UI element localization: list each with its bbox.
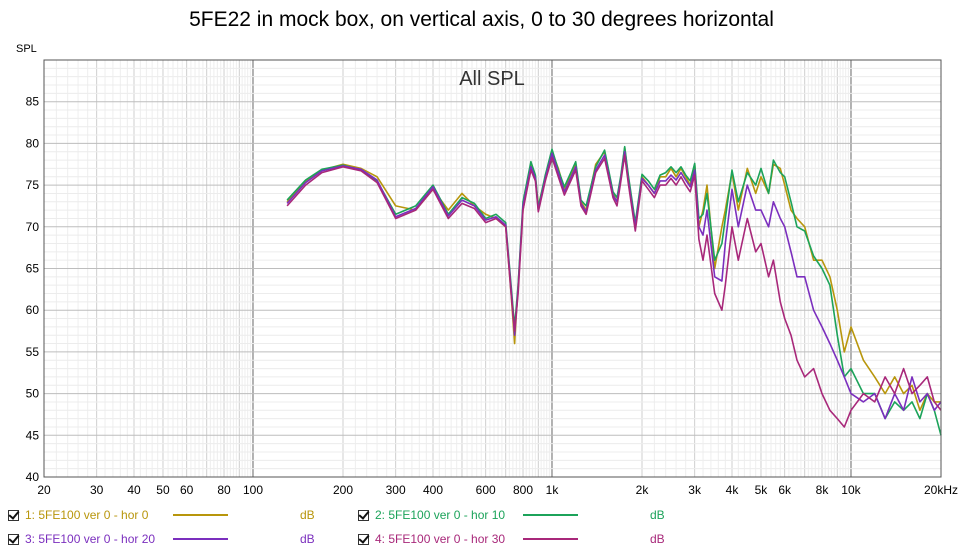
x-tick-label: 6k — [778, 483, 792, 497]
x-tick-label: 20 — [37, 483, 51, 497]
legend-swatch — [523, 538, 578, 540]
series-line-4 — [286, 154, 942, 428]
x-tick-label: 50 — [156, 483, 170, 497]
x-tick-label: 2k — [636, 483, 650, 497]
legend-label: 2: 5FE100 ver 0 - hor 10 — [375, 508, 506, 522]
legend-item-2: 2: 5FE100 ver 0 - hor 10 dB — [358, 506, 680, 524]
x-tick-label: 300 — [386, 483, 406, 497]
x-tick-label: 60 — [180, 483, 194, 497]
legend-unit: dB — [650, 532, 665, 546]
y-tick-label: 85 — [26, 95, 40, 109]
legend-unit: dB — [650, 508, 665, 522]
legend-label: 1: 5FE100 ver 0 - hor 0 — [25, 508, 149, 522]
y-tick-label: 75 — [26, 178, 40, 192]
x-tick-label: 600 — [476, 483, 496, 497]
series-lines — [286, 145, 942, 436]
x-tick-label: 200 — [333, 483, 353, 497]
legend-checkbox-icon[interactable] — [358, 509, 369, 521]
x-tick-label: 80 — [217, 483, 231, 497]
legend-checkbox-icon[interactable] — [8, 509, 19, 521]
legend-checkbox-icon[interactable] — [358, 533, 369, 545]
legend-item-4: 4: 5FE100 ver 0 - hor 30 dB — [358, 530, 680, 548]
x-tick-label: 10k — [841, 483, 861, 497]
legend-unit: dB — [300, 532, 315, 546]
legend-checkbox-icon[interactable] — [8, 533, 19, 545]
legend-item-3: 3: 5FE100 ver 0 - hor 20 dB — [8, 530, 330, 548]
series-line-3 — [286, 150, 942, 420]
x-tick-label: 1k — [546, 483, 560, 497]
series-line-2 — [286, 145, 942, 436]
x-tick-label: 5k — [755, 483, 769, 497]
x-tick-label: 20kHz — [924, 483, 958, 497]
grid-lines — [43, 59, 942, 478]
tick-labels: 20 30 40 50 60 80 100 200 300 400 600 800 1k 2k 3k 4k 5k… — [26, 95, 958, 497]
legend-label: 3: 5FE100 ver 0 - hor 20 — [25, 532, 156, 546]
y-tick-label: 60 — [26, 303, 40, 317]
chart-title: 5FE22 in mock box, on vertical axis, 0 t… — [189, 8, 774, 31]
y-tick-label: 80 — [26, 136, 40, 150]
x-tick-label: 40 — [127, 483, 141, 497]
x-tick-label: 400 — [423, 483, 443, 497]
y-axis-label: SPL — [16, 43, 37, 55]
legend-unit: dB — [300, 508, 315, 522]
y-tick-label: 45 — [26, 428, 40, 442]
y-tick-label: 40 — [26, 470, 40, 484]
x-tick-label: 8k — [816, 483, 830, 497]
plot-frame — [43, 59, 942, 478]
y-tick-label: 55 — [26, 345, 40, 359]
y-tick-label: 65 — [26, 262, 40, 276]
x-tick-label: 100 — [243, 483, 263, 497]
legend-label: 4: 5FE100 ver 0 - hor 30 — [375, 532, 506, 546]
x-tick-label: 800 — [513, 483, 533, 497]
x-tick-label: 3k — [688, 483, 702, 497]
legend-item-1: 1: 5FE100 ver 0 - hor 0 dB — [8, 506, 330, 524]
legend-swatch — [173, 538, 228, 540]
legend-swatch — [523, 514, 578, 516]
y-tick-label: 70 — [26, 220, 40, 234]
plot-subtitle: All SPL — [459, 68, 525, 90]
y-tick-label: 50 — [26, 387, 40, 401]
x-tick-label: 30 — [90, 483, 104, 497]
legend-swatch — [173, 514, 228, 516]
x-tick-label: 4k — [726, 483, 740, 497]
